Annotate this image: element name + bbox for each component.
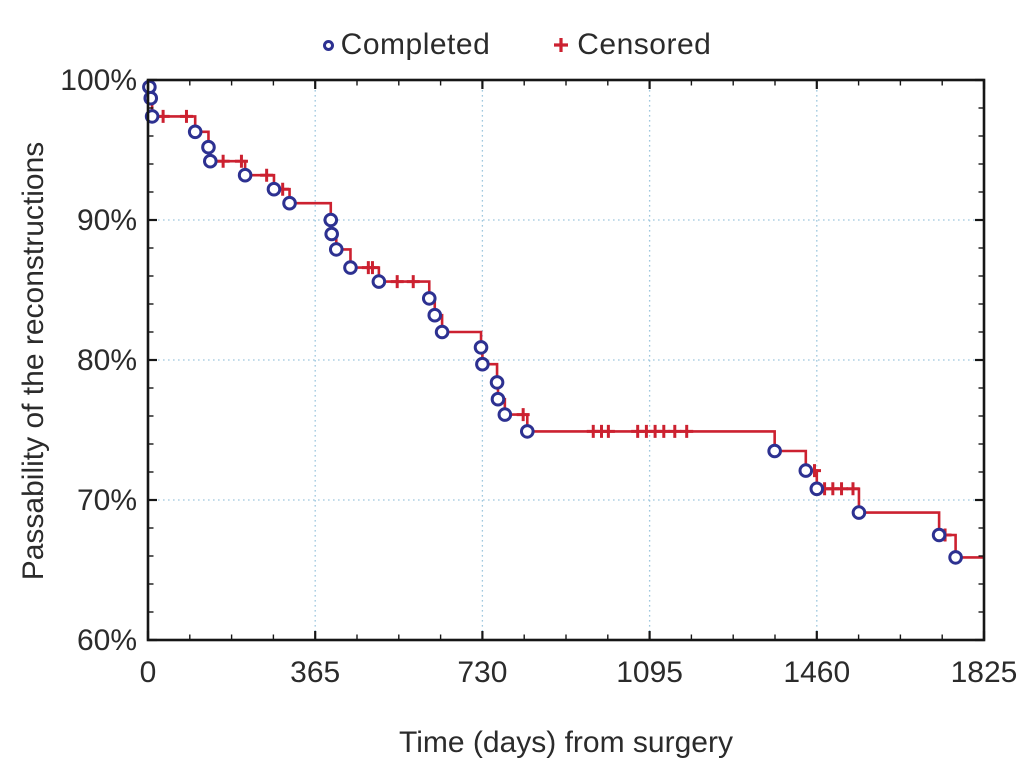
- svg-text:60%: 60%: [77, 624, 137, 657]
- legend-censored-label: Censored: [577, 28, 712, 61]
- plot-frame-and-ticks: [146, 78, 986, 642]
- x-axis-title: Time (days) from surgery: [399, 726, 733, 759]
- svg-text:1095: 1095: [616, 656, 683, 689]
- svg-text:1825: 1825: [951, 656, 1018, 689]
- x-axis-tick-labels: 0 365 730 1095 1460 1825: [140, 656, 1018, 689]
- chart-legend: Completed Censored: [0, 26, 1034, 64]
- legend-item-censored: Censored: [552, 28, 711, 62]
- km-step-curve: [148, 85, 984, 559]
- svg-text:80%: 80%: [77, 344, 137, 377]
- legend-completed-label: Completed: [340, 28, 491, 61]
- svg-text:90%: 90%: [77, 204, 137, 237]
- censored-markers: [156, 109, 952, 542]
- svg-text:70%: 70%: [77, 484, 137, 517]
- svg-text:100%: 100%: [60, 64, 137, 97]
- censored-plus-marker-icon: [552, 36, 570, 54]
- gridlines: [148, 80, 984, 640]
- completed-event-markers: [142, 79, 963, 565]
- y-axis-tick-labels: 60% 70% 80% 90% 100%: [60, 64, 137, 657]
- svg-text:365: 365: [290, 656, 340, 689]
- legend-item-completed: Completed: [322, 28, 491, 62]
- svg-text:0: 0: [140, 656, 157, 689]
- svg-text:1460: 1460: [783, 656, 850, 689]
- completed-circle-marker-icon: [322, 39, 334, 51]
- svg-text:730: 730: [457, 656, 507, 689]
